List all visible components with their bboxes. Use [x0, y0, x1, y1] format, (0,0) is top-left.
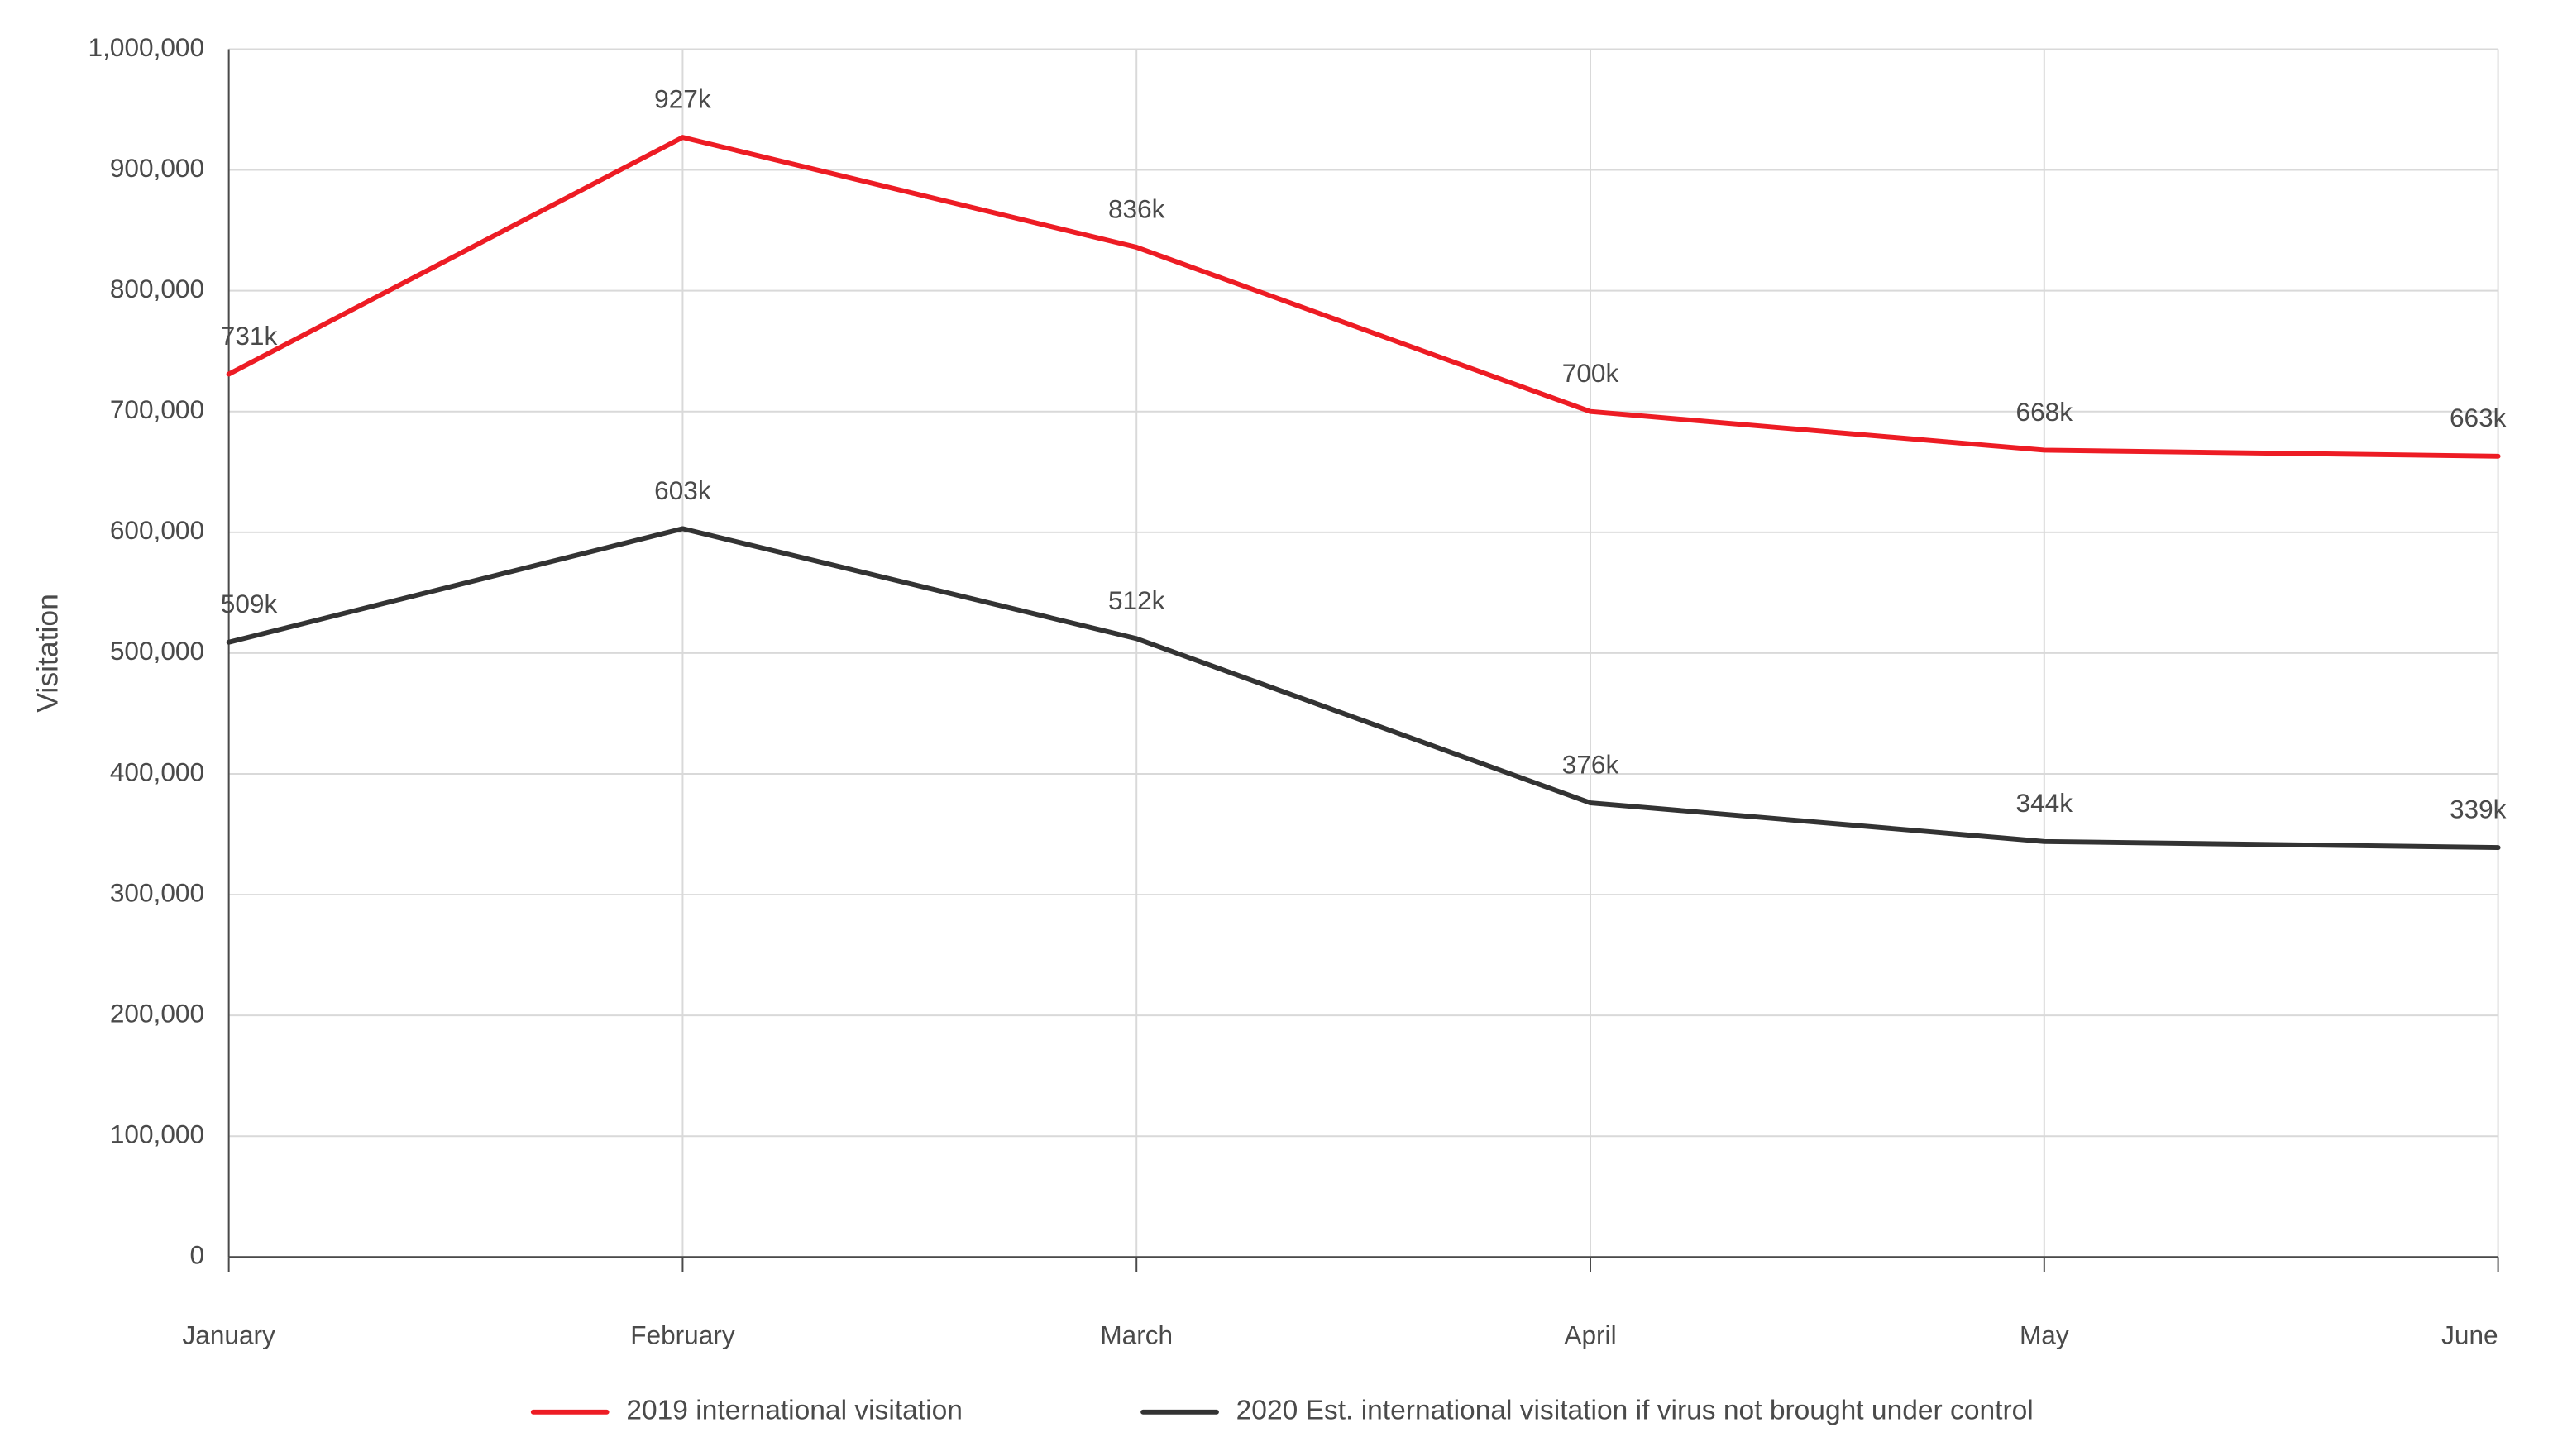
y-tick-label: 1,000,000	[88, 32, 204, 62]
data-label: 376k	[1562, 749, 1619, 779]
data-label: 836k	[1108, 194, 1165, 224]
x-tick-label: May	[2020, 1320, 2069, 1349]
y-tick-label: 400,000	[110, 757, 204, 786]
y-tick-label: 300,000	[110, 877, 204, 907]
y-tick-label: 0	[189, 1240, 204, 1270]
chart-svg: 0 100,000 200,000 300,000 400,000 500,000 600,…	[17, 17, 2536, 1439]
data-label: 700k	[1562, 358, 1619, 388]
data-label: 663k	[2450, 403, 2507, 432]
data-label: 344k	[2016, 788, 2073, 818]
data-label: 512k	[1108, 585, 1165, 615]
y-axis-label: Visitation	[31, 594, 64, 712]
visitation-chart: 0 100,000 200,000 300,000 400,000 500,000 600,…	[0, 0, 2553, 1456]
x-tick-label: April	[1564, 1320, 1616, 1349]
legend-label: 2019 international visitation	[626, 1396, 963, 1426]
y-tick-label: 600,000	[110, 515, 204, 545]
data-label: 339k	[2450, 795, 2507, 824]
data-label: 927k	[654, 84, 711, 114]
y-tick-label: 700,000	[110, 394, 204, 424]
data-label: 668k	[2016, 397, 2073, 427]
y-tick-label: 800,000	[110, 274, 204, 303]
y-tick-label: 900,000	[110, 153, 204, 183]
data-label: 731k	[221, 321, 278, 351]
legend-label: 2020 Est. international visitation if vi…	[1236, 1396, 2034, 1426]
x-tick-label: January	[182, 1320, 275, 1349]
data-label: 509k	[221, 589, 278, 618]
data-label: 603k	[654, 475, 711, 505]
y-tick-label: 200,000	[110, 998, 204, 1028]
x-tick-label: March	[1100, 1320, 1173, 1349]
y-tick-label: 500,000	[110, 636, 204, 666]
x-tick-label: June	[2441, 1320, 2498, 1349]
y-tick-label: 100,000	[110, 1119, 204, 1149]
x-tick-label: February	[630, 1320, 735, 1349]
chart-background	[17, 17, 2536, 1439]
